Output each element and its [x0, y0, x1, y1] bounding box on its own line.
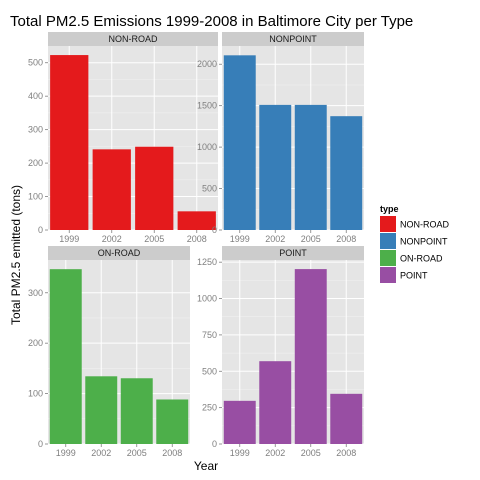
panel-on-road: ON-ROAD 0 100 200 300 1999 2002 2005 2008 [28, 246, 190, 458]
y-tick-label: 1500 [197, 101, 217, 111]
y-tick-label: 100 [28, 192, 43, 202]
bar-point-2008 [330, 393, 363, 444]
y-axis-label: Total PM2.5 emitted (tons) [9, 185, 23, 325]
strip-label-nonpoint: NONPOINT [269, 34, 317, 44]
x-tick-label: 2005 [301, 234, 321, 244]
bar-nonpoint-2002 [259, 104, 292, 230]
y-tick-label: 500 [28, 58, 43, 68]
bar-non-road-2008 [177, 211, 216, 230]
y-tick-label: 500 [202, 366, 217, 376]
bar-non-road-2005 [135, 146, 174, 230]
bar-on-road-2005 [120, 378, 153, 444]
legend-key-non-road [380, 216, 396, 232]
strip-on-road [48, 246, 190, 260]
y-tick-label: 2000 [197, 59, 217, 69]
chart-title: Total PM2.5 Emissions 1999-2008 in Balti… [10, 13, 413, 30]
legend-label-nonpoint: NONPOINT [400, 237, 448, 247]
panel-non-road: NON-ROAD 0 100 200 300 400 500 1999 2002 2005 2008 [28, 32, 218, 244]
x-tick-label: 2005 [144, 234, 164, 244]
strip-point [222, 246, 364, 260]
strip-label-on-road: ON-ROAD [98, 248, 141, 258]
x-tick-label: 2005 [301, 448, 321, 458]
legend-key-on-road [380, 250, 396, 266]
y-tick-label: 0 [38, 225, 43, 235]
x-tick-label: 2005 [127, 448, 147, 458]
panel-nonpoint: NONPOINT 0 500 1000 1500 2000 1999 2002 2005 2008 [197, 32, 364, 244]
y-tick-label: 200 [28, 338, 43, 348]
bar-non-road-1999 [50, 55, 89, 231]
bar-non-road-2002 [92, 149, 131, 230]
x-tick-label: 2002 [265, 448, 285, 458]
x-tick-label: 2002 [91, 448, 111, 458]
y-tick-label: 0 [212, 225, 217, 235]
x-tick-label: 2008 [162, 448, 182, 458]
x-tick-label: 2008 [336, 448, 356, 458]
y-tick-label: 200 [28, 158, 43, 168]
legend-label-on-road: ON-ROAD [400, 254, 443, 264]
x-tick-label: 2002 [102, 234, 122, 244]
legend-title: type [380, 204, 399, 214]
x-tick-label: 1999 [56, 448, 76, 458]
strip-label-point: POINT [279, 248, 307, 258]
x-tick-label: 1999 [230, 448, 250, 458]
y-tick-label: 1000 [197, 294, 217, 304]
bar-nonpoint-2005 [294, 104, 327, 230]
y-tick-label: 400 [28, 91, 43, 101]
y-tick-label: 750 [202, 330, 217, 340]
y-tick-label: 250 [202, 403, 217, 413]
bar-on-road-2002 [85, 376, 118, 444]
x-tick-label: 2002 [265, 234, 285, 244]
y-tick-label: 500 [202, 184, 217, 194]
legend-key-nonpoint [380, 233, 396, 249]
x-tick-label: 2008 [336, 234, 356, 244]
bar-on-road-2008 [156, 399, 189, 444]
y-tick-label: 0 [212, 439, 217, 449]
panel-point: POINT 0 250 500 750 1000 1250 1999 2002 2005 2008 [197, 246, 364, 458]
x-tick-label: 1999 [59, 234, 79, 244]
x-tick-label: 1999 [230, 234, 250, 244]
x-axis-label: Year [194, 459, 218, 473]
y-tick-label: 0 [38, 439, 43, 449]
bar-point-1999 [223, 400, 256, 444]
bar-nonpoint-2008 [330, 116, 363, 230]
bar-nonpoint-1999 [223, 55, 256, 230]
bar-point-2002 [259, 361, 292, 444]
y-tick-label: 1000 [197, 142, 217, 152]
facet-panels: NON-ROAD 0 100 200 300 400 500 1999 2002 2005 2008… [28, 32, 364, 458]
legend-label-point: POINT [400, 271, 428, 281]
y-tick-label: 300 [28, 288, 43, 298]
y-tick-label: 1250 [197, 257, 217, 267]
y-tick-label: 300 [28, 125, 43, 135]
legend-label-non-road: NON-ROAD [400, 220, 449, 230]
bar-point-2005 [294, 269, 327, 444]
strip-label-non-road: NON-ROAD [109, 34, 158, 44]
y-tick-label: 100 [28, 389, 43, 399]
bar-on-road-1999 [49, 269, 82, 444]
strip-nonpoint [222, 32, 364, 46]
legend-key-point [380, 267, 396, 283]
x-tick-label: 2008 [187, 234, 207, 244]
strip-non-road [48, 32, 218, 46]
